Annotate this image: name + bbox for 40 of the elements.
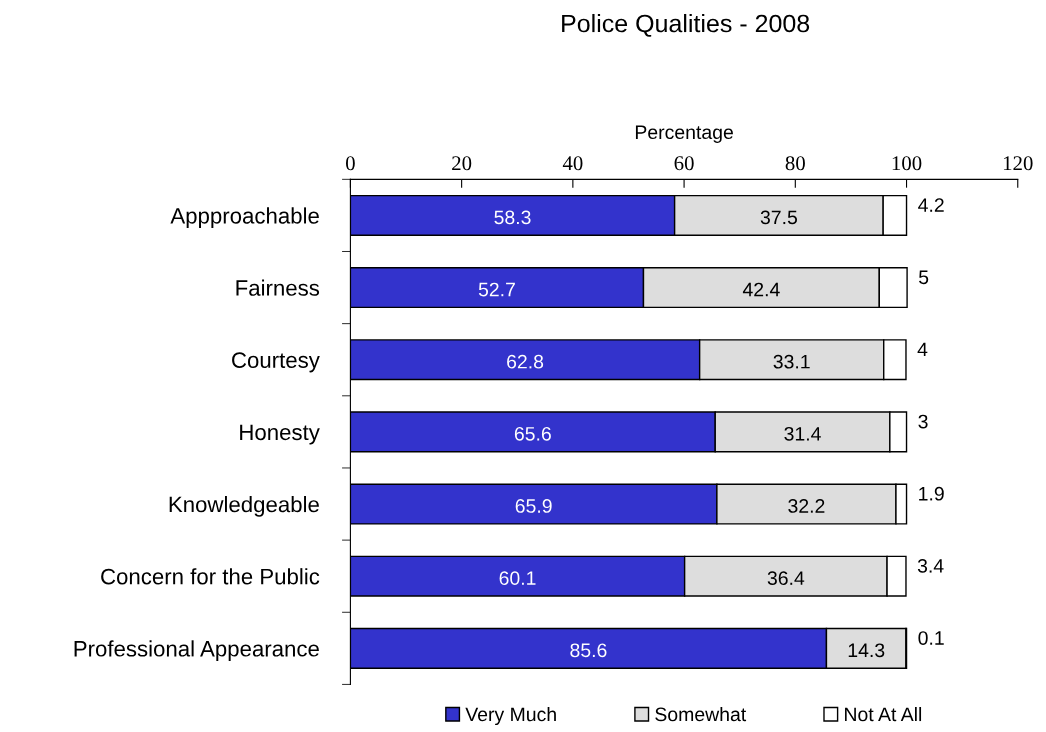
x-tick-label: 100 [892, 156, 922, 171]
data-label: 58.3 [494, 210, 531, 225]
data-label: 32.2 [788, 499, 825, 513]
x-tick-label: 120 [1003, 156, 1033, 171]
y-tick-label: Knowledgeable [169, 495, 319, 517]
legend-label: Very Much [465, 706, 556, 726]
x-tick-label: 0 [346, 156, 355, 171]
data-label: 42.4 [742, 282, 780, 297]
x-tick-label: 40 [562, 156, 583, 171]
data-label: 4 [917, 342, 928, 357]
data-label: 1.9 [919, 486, 944, 501]
data-label: 65.6 [514, 426, 551, 441]
data-label: 14.3 [848, 643, 885, 658]
data-label: 36.4 [767, 571, 805, 586]
data-label: 31.4 [784, 426, 821, 441]
x-axis-title: Percentage [635, 125, 733, 143]
x-tick-label: 80 [785, 156, 805, 171]
y-tick-label: Courtesy [232, 352, 320, 373]
data-label: 4.2 [918, 198, 944, 212]
data-label: 85.6 [570, 643, 607, 658]
data-label: 52.7 [478, 282, 515, 297]
data-label: 33.1 [773, 354, 810, 369]
data-label: 5 [918, 270, 929, 285]
x-tick-label: 20 [452, 156, 472, 171]
y-tick-label: Concern for the Public [101, 568, 320, 585]
y-tick-label: Fairness [236, 279, 320, 296]
legend-label: Somewhat [655, 706, 747, 722]
data-label: 60.1 [499, 571, 536, 586]
data-label: 37.5 [760, 210, 798, 225]
y-tick-label: Appproachable [170, 207, 319, 229]
chart-title: Police Qualities - 2008 [562, 13, 810, 37]
x-tick-label: 60 [674, 156, 694, 171]
y-tick-label: Honesty [240, 424, 320, 445]
y-tick-label: Professional Appearance [74, 640, 319, 662]
legend-label: Not At All [845, 706, 922, 722]
data-label: 62.8 [507, 354, 544, 369]
data-label: 3 [918, 414, 928, 429]
data-label: 0.1 [918, 631, 944, 645]
data-label: 65.9 [515, 499, 552, 513]
data-label: 3.4 [917, 558, 944, 573]
